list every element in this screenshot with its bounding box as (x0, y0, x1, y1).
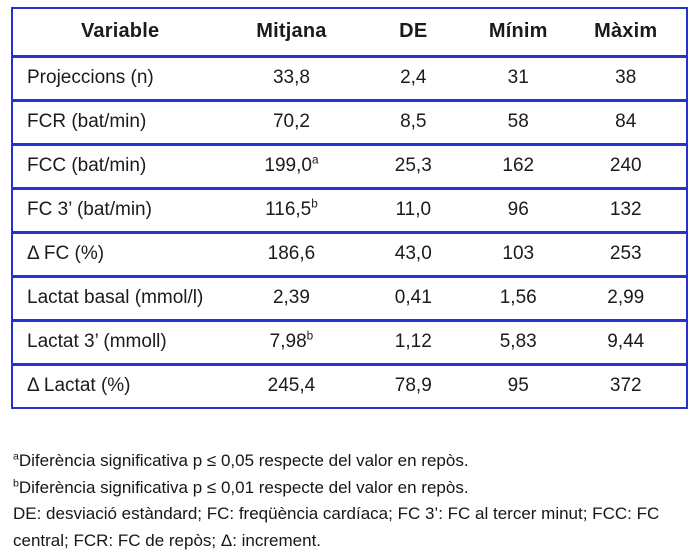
cell-minim: 31 (507, 67, 529, 88)
table-row: Δ Lactat (%) 245,4 78,9 95 372 (12, 364, 687, 408)
footnote-b: bDiferència significativa p ≤ 0,01 respe… (13, 475, 689, 502)
footnote-a-superscript: a (13, 450, 19, 463)
header-mitjana: Mitjana (256, 20, 327, 43)
header-variable: Variable (80, 20, 160, 43)
cell-maxim: 372 (609, 375, 642, 397)
header-row: Variable Mitjana DE Mínim Màxim (12, 8, 687, 56)
cell-de: 1,12 (394, 331, 432, 352)
cell-minim: 1,56 (499, 287, 537, 308)
footnotes: aDiferència significativa p ≤ 0,05 respe… (13, 448, 689, 554)
cell-minim: 96 (507, 199, 529, 220)
cell-variable: Δ FC (%) (27, 243, 105, 264)
table-body: Projeccions (n) 33,8 2,4 31 38 FCR (bat/… (12, 56, 687, 408)
superscript: b (311, 197, 318, 211)
table-header: Variable Mitjana DE Mínim Màxim (12, 8, 687, 56)
cell-maxim: 132 (609, 199, 642, 220)
cell-mitjana: 70,2 (272, 111, 310, 132)
cell-minim: 103 (502, 243, 535, 264)
cell-variable: Lactat 3’ (mmoll) (27, 331, 167, 352)
header-minim: Mínim (488, 20, 548, 43)
table-row: Δ FC (%) 186,6 43,0 103 253 (12, 232, 687, 276)
table-row: Projeccions (n) 33,8 2,4 31 38 (12, 56, 687, 100)
cell-maxim: 240 (609, 155, 642, 176)
footnote-b-text: Diferència significativa p ≤ 0,01 respec… (18, 477, 469, 497)
superscript: a (311, 153, 319, 167)
footnote-a: aDiferència significativa p ≤ 0,05 respe… (13, 448, 689, 475)
cell-de: 0,41 (394, 287, 432, 308)
cell-maxim: 38 (615, 67, 637, 88)
header-de: DE (399, 20, 428, 43)
cell-mitjana: 186,6 (267, 243, 316, 264)
cell-mitjana: 116,5b (265, 197, 318, 220)
cell-maxim: 2,99 (607, 287, 645, 308)
cell-maxim: 253 (609, 243, 642, 264)
table-row: FCC (bat/min) 199,0a 25,3 162 240 (12, 144, 687, 188)
statistics-table: Variable Mitjana DE Mínim Màxim Projecci… (11, 7, 688, 409)
table-row: Lactat basal (mmol/l) 2,39 0,41 1,56 2,9… (12, 276, 687, 320)
cell-mitjana: 7,98b (269, 329, 314, 352)
cell-de: 25,3 (394, 155, 432, 176)
cell-maxim: 9,44 (607, 331, 645, 352)
cell-variable: Projeccions (n) (27, 67, 154, 88)
superscript: b (306, 329, 314, 343)
cell-mitjana: 199,0a (264, 153, 319, 176)
cell-variable: FC 3’ (bat/min) (27, 199, 152, 220)
cell-de: 43,0 (394, 243, 432, 264)
cell-de: 78,9 (394, 375, 432, 397)
cell-minim: 58 (507, 111, 529, 132)
cell-mitjana: 2,39 (272, 287, 310, 308)
footnote-abbreviations: DE: desviació estàndard; FC: freqüència … (13, 504, 660, 550)
cell-variable: FCC (bat/min) (27, 155, 147, 176)
cell-mitjana: 245,4 (267, 375, 316, 397)
cell-mitjana: 33,8 (272, 67, 310, 88)
cell-minim: 5,83 (499, 331, 537, 352)
cell-minim: 162 (502, 155, 535, 176)
cell-maxim: 84 (615, 111, 637, 132)
footnote-a-text: Diferència significativa p ≤ 0,05 respec… (18, 451, 469, 470)
cell-variable: Δ Lactat (%) (27, 375, 131, 397)
cell-minim: 95 (507, 375, 529, 397)
cell-de: 2,4 (400, 67, 427, 88)
cell-de: 8,5 (400, 111, 427, 132)
footnote-b-superscript: b (13, 476, 19, 489)
cell-variable: Lactat basal (mmol/l) (27, 287, 204, 308)
table-row: FCR (bat/min) 70,2 8,5 58 84 (12, 100, 687, 144)
header-maxim: Màxim (594, 20, 658, 43)
table-row: FC 3’ (bat/min) 116,5b 11,0 96 132 (12, 188, 687, 232)
cell-de: 11,0 (395, 199, 432, 220)
statistics-table-container: Variable Mitjana DE Mínim Màxim Projecci… (11, 7, 688, 409)
table-row: Lactat 3’ (mmoll) 7,98b 1,12 5,83 9,44 (12, 320, 687, 364)
cell-variable: FCR (bat/min) (27, 111, 147, 132)
